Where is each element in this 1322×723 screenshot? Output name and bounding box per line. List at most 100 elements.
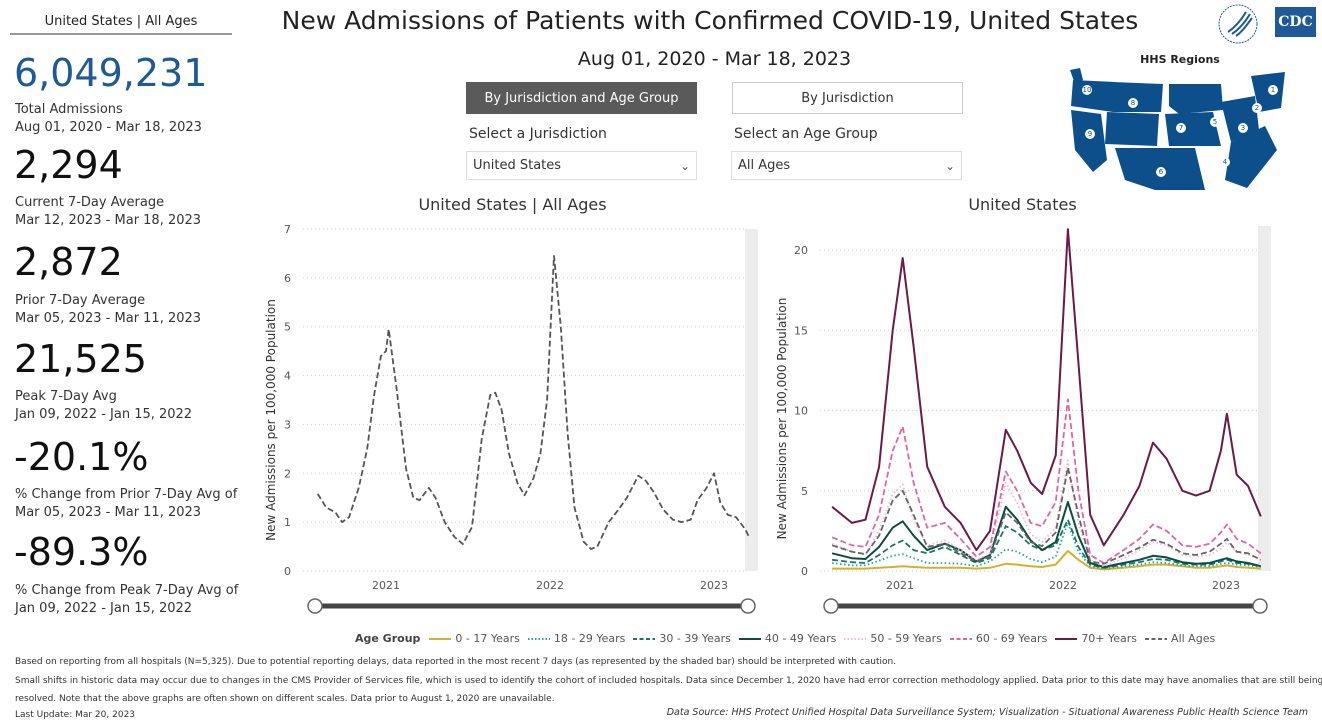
kpi-sub: Jan 09, 2022 - Jan 15, 2022 [15,601,193,616]
y-tick-label: 10 [794,405,808,418]
legend-label: 18 - 29 Years [553,632,626,645]
legend-label: 70+ Years [1081,632,1138,645]
y-axis-label: New Admissions per 100,000 Population [775,298,789,540]
total-admissions-label: Total Admissions Aug 01, 2020 - Mar 18, 2… [15,101,202,137]
kpi-sub: Mar 05, 2023 - Mar 11, 2023 [15,311,202,326]
series-line-30-39-years[interactable] [831,518,1261,569]
legend-title: Age Group [355,632,421,645]
current-avg-value: 2,294 [14,143,123,187]
legend-swatch [429,637,452,640]
x-tick-label: 2022 [1049,579,1077,592]
x-tick-label: 2021 [372,579,400,592]
region-label: 2 [1255,104,1259,112]
legend-swatch [1145,637,1168,640]
series-line-all-ages[interactable] [831,466,1262,565]
peak-avg-label: Peak 7-Day Avg Jan 09, 2022 - Jan 15, 202… [15,388,192,424]
pct-change-peak-value: -89.3% [14,530,149,574]
series-line-all-ages[interactable] [316,254,750,550]
legend-item[interactable]: 30 - 39 Years [632,632,731,645]
y-tick-label: 5 [801,485,808,498]
chevron-down-icon: ⌄ [679,158,690,173]
y-tick-label: 4 [284,370,291,383]
hhs-regions-map[interactable]: 10 8 9 7 5 6 4 3 2 1 [1045,50,1285,190]
last-update: Last Update: Mar 20, 2023 [15,710,136,720]
series-line-0-17-years[interactable] [832,549,1261,571]
legend-item[interactable]: 50 - 59 Years [843,632,942,645]
footer-note: resolved. Note that the above graphs are… [15,694,555,704]
y-tick-label: 0 [801,565,808,578]
legend-label: 60 - 69 Years [975,632,1048,645]
by-jurisdiction-age-button[interactable]: By Jurisdiction and Age Group [466,82,697,114]
x-tick-label: 2023 [700,579,728,592]
jurisdiction-dropdown[interactable]: United States ⌄ [466,151,697,180]
region-label: 3 [1241,124,1245,132]
hhs-logo [1218,4,1258,44]
page-title: New Admissions of Patients with Confirme… [281,6,1139,35]
kpi-label: % Change from Prior 7-Day Avg of [15,487,238,502]
chevron-down-icon: ⌄ [944,158,955,173]
region-label: 6 [1159,168,1164,176]
peak-avg-value: 21,525 [14,337,147,381]
legend-item[interactable]: 70+ Years [1054,632,1137,645]
kpi-label: Prior 7-Day Average [15,293,146,308]
right-chart-title: United States [968,195,1077,214]
region-label: 7 [1179,124,1183,132]
legend-item[interactable]: 0 - 17 Years [428,632,520,645]
map-title: HHS Regions [1140,53,1220,66]
footer-note: Small shifts in historic data may occur … [15,676,1322,686]
pct-change-prior-value: -20.1% [14,435,149,479]
y-tick-label: 6 [284,272,291,285]
legend-swatch [527,637,550,640]
x-tick-label: 2021 [886,579,914,592]
by-jurisdiction-button[interactable]: By Jurisdiction [732,82,963,114]
slider-handle[interactable] [740,598,756,614]
y-tick-label: 2 [284,467,291,480]
legend-item[interactable]: 40 - 49 Years [738,632,836,645]
kpi-label: Peak 7-Day Avg [15,389,117,404]
legend-label: 40 - 49 Years [764,632,837,645]
legend-swatch [738,637,761,640]
left-chart-title: United States | All Ages [418,195,607,214]
legend-item[interactable]: 60 - 69 Years [949,632,1047,645]
y-tick-label: 1 [284,516,291,529]
y-tick-label: 0 [284,565,291,578]
slider-handle[interactable] [307,598,323,614]
date-range: Aug 01, 2020 - Mar 18, 2023 [577,48,852,70]
slider-handle[interactable] [1252,598,1268,614]
series-line-18-29-years[interactable] [831,522,1261,570]
series-line-70-years[interactable] [831,228,1262,552]
x-tick-label: 2022 [536,579,564,592]
legend-label: 30 - 39 Years [659,632,731,645]
kpi-sub: Aug 01, 2020 - Mar 18, 2023 [15,120,202,135]
recent-data-shade [745,229,758,571]
age-group-value: All Ages [738,158,791,173]
alaska-shape [1070,68,1083,84]
y-tick-label: 20 [794,244,808,257]
series-line-50-59-years[interactable] [831,459,1262,568]
y-tick-label: 5 [284,321,291,334]
slider-handle[interactable] [823,598,839,614]
y-tick-label: 15 [794,324,808,337]
age-group-dropdown[interactable]: All Ages ⌄ [731,151,962,180]
legend-item[interactable]: 18 - 29 Years [527,632,625,645]
kpi-header: United States | All Ages [10,14,232,35]
total-admissions-value: 6,049,231 [14,51,208,95]
recent-data-shade [1258,226,1271,571]
pct-change-peak-label: % Change from Peak 7-Day Avg of Jan 09, 2… [15,582,238,618]
legend-swatch [844,637,867,640]
pct-change-prior-label: % Change from Prior 7-Day Avg of Mar 05, … [15,486,237,522]
series-line-40-49-years[interactable] [831,501,1262,568]
region-label: 5 [1213,118,1217,126]
legend: Age Group 0 - 17 Years 18 - 29 Years 30 - … [355,632,1218,645]
legend-item[interactable]: All Ages [1144,632,1215,645]
legend-swatch [633,637,656,640]
kpi-label: % Change from Peak 7-Day Avg of [15,583,239,598]
series-line-60-69-years[interactable] [831,398,1262,564]
y-tick-label: 3 [284,418,291,431]
current-avg-label: Current 7-Day Average Mar 12, 2023 - Mar … [15,194,201,230]
legend-swatch [1055,637,1078,640]
prior-avg-value: 2,872 [14,240,123,284]
region-label: 8 [1131,99,1135,107]
